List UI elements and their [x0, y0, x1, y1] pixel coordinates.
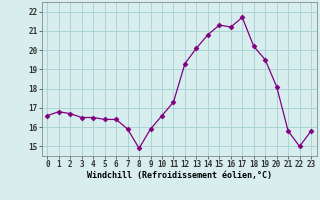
X-axis label: Windchill (Refroidissement éolien,°C): Windchill (Refroidissement éolien,°C) [87, 171, 272, 180]
